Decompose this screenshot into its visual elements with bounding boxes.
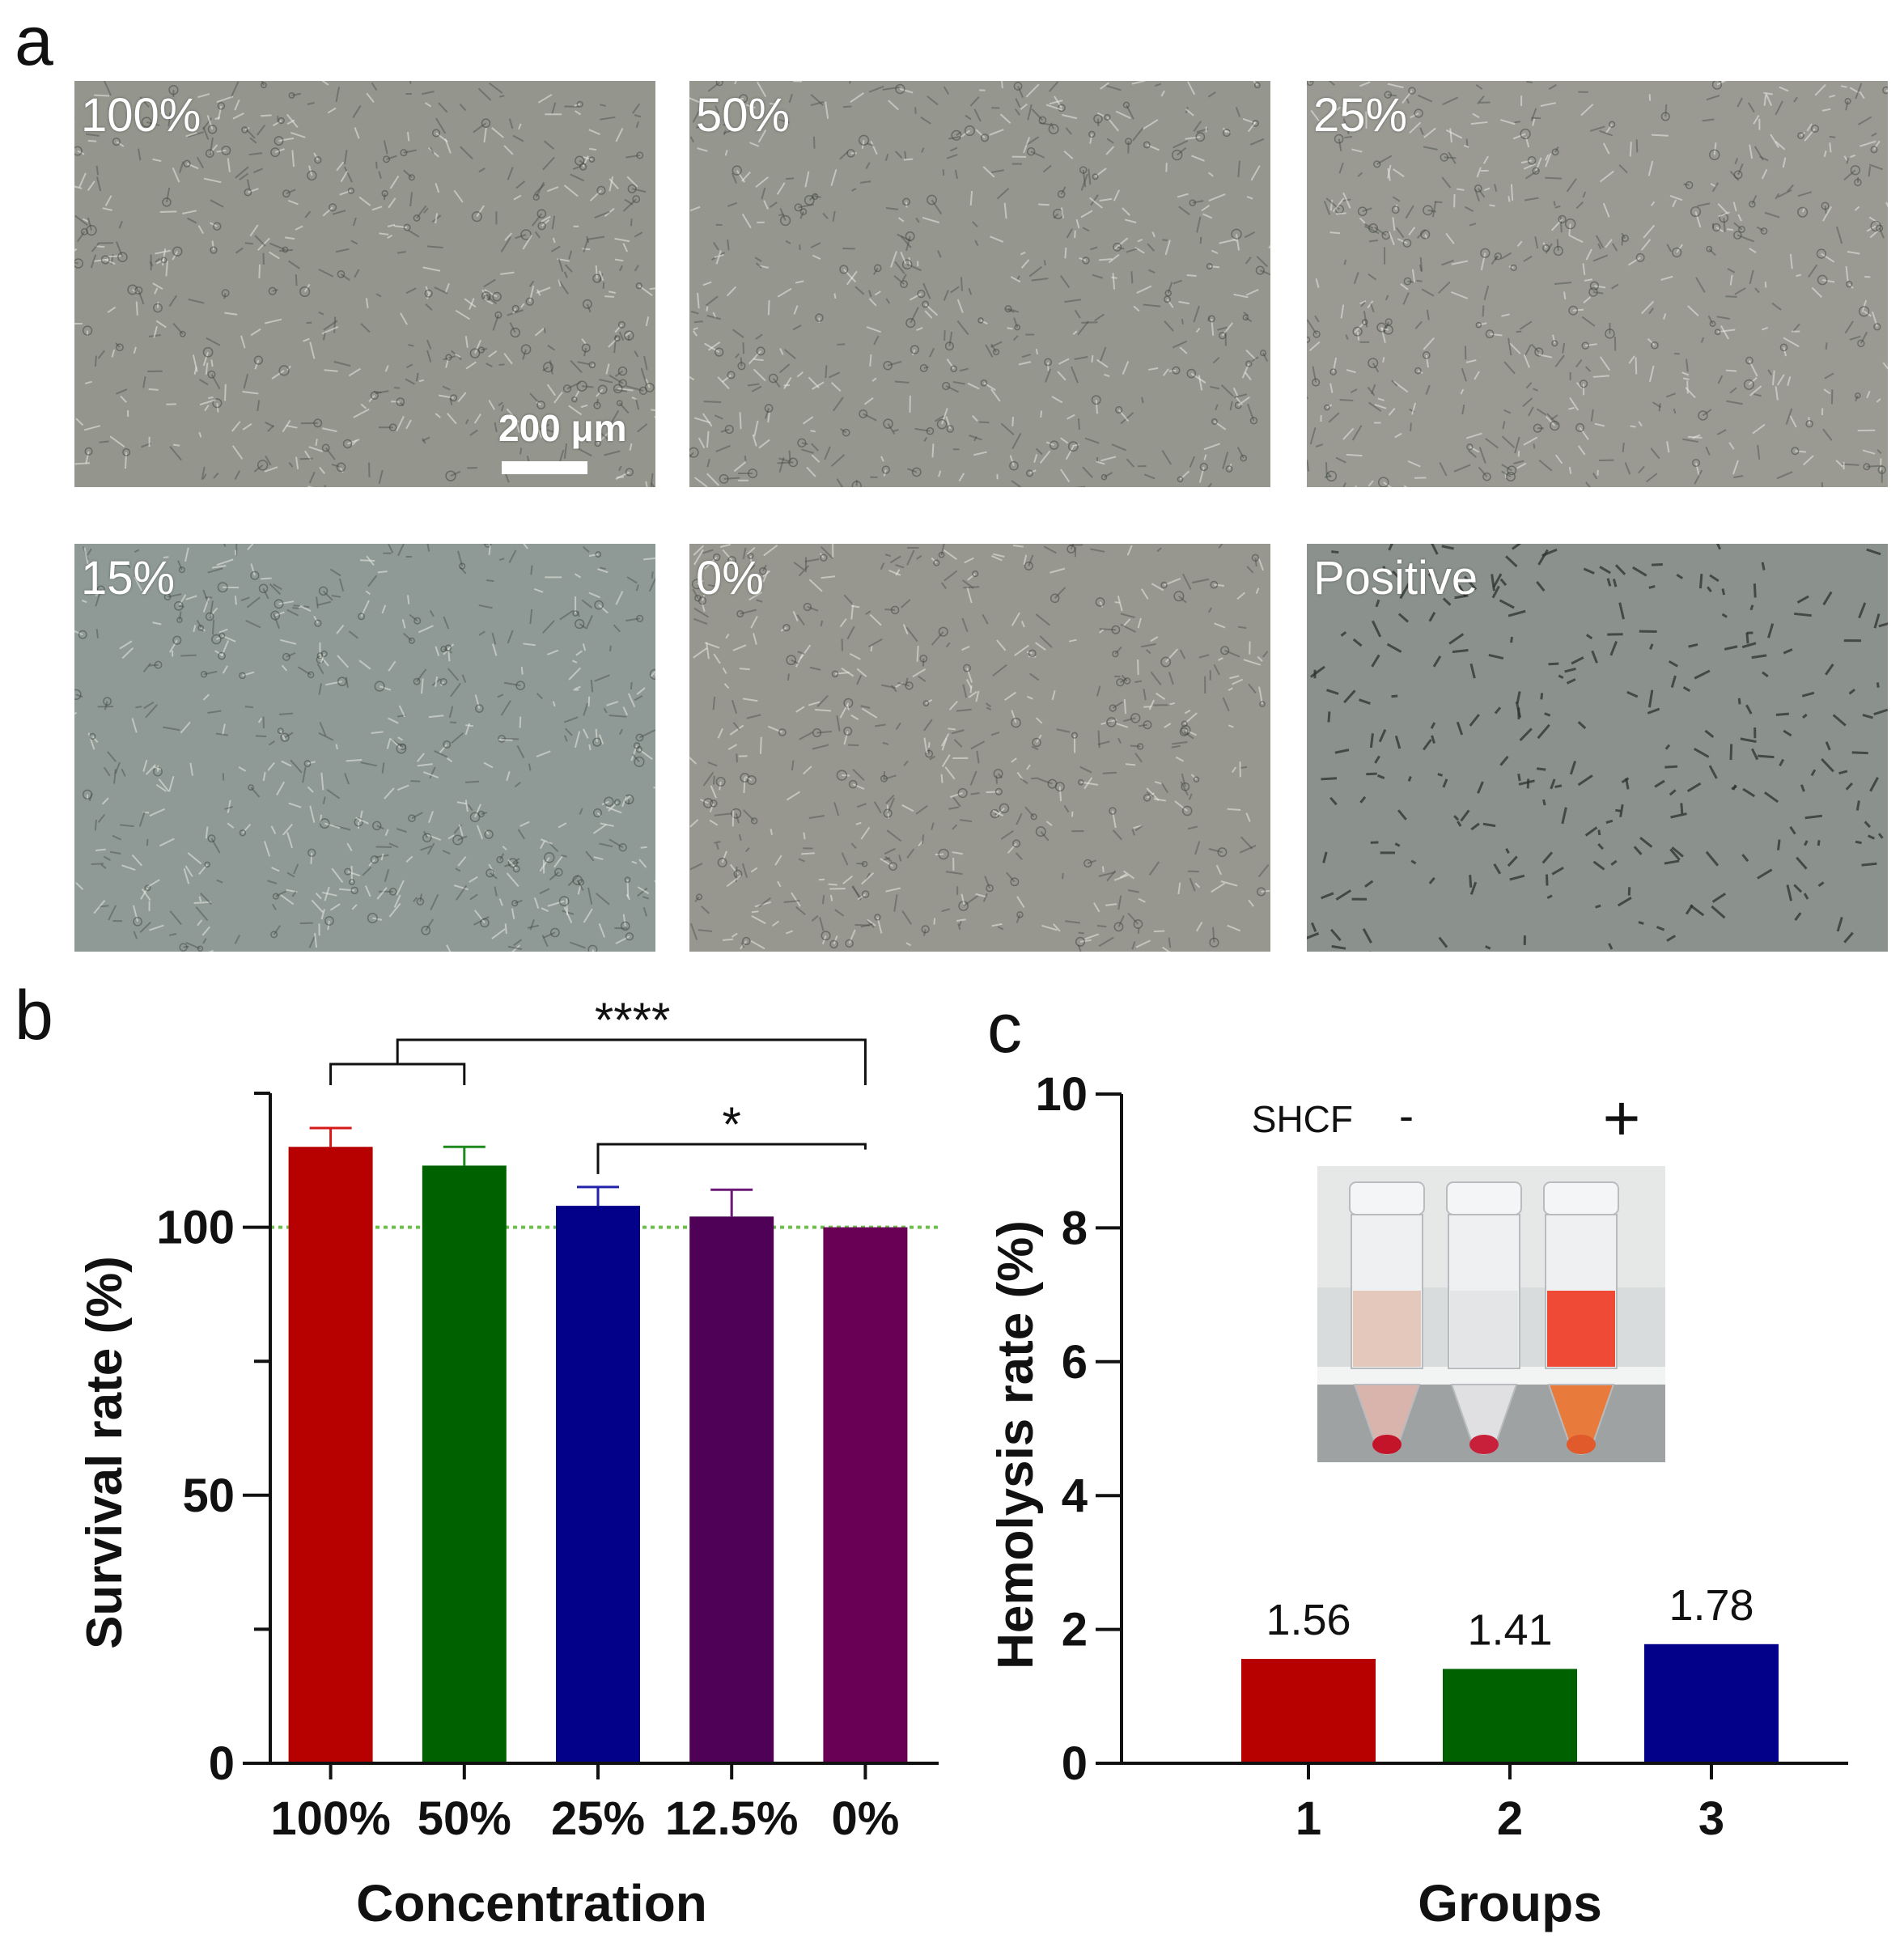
y-axis-label: Survival rate (%) — [77, 1256, 133, 1649]
micrograph-label: 0% — [696, 552, 764, 604]
significance-label: **** — [595, 993, 670, 1047]
tube-pellet — [1469, 1435, 1499, 1454]
y-tick-label: 2 — [1062, 1604, 1088, 1656]
survival-rate-chart: 100% 50% 25% 12.5% 0% 0 50 100 Survival rate (%)… — [77, 993, 939, 1932]
significance-bracket-outer — [396, 1038, 867, 1085]
bar — [422, 1165, 507, 1763]
tube-pellet — [1567, 1435, 1596, 1454]
micrograph-label: 25% — [1313, 89, 1408, 142]
tube-cap — [1446, 1181, 1522, 1215]
micrograph-label: 100% — [81, 89, 201, 142]
bar — [689, 1216, 774, 1763]
y-tick-label: 50 — [182, 1470, 235, 1522]
micrograph-50: 50% — [689, 81, 1270, 487]
micrograph-label: 50% — [696, 89, 791, 142]
x-tick-label: 25% — [551, 1792, 645, 1845]
significance-bracket-inner — [329, 1062, 466, 1085]
y-tick-label: 0 — [209, 1737, 235, 1790]
tube-cap — [1349, 1181, 1425, 1215]
micrograph-15: 15% — [74, 544, 655, 952]
significance-label: * — [723, 1097, 741, 1152]
x-axis-label: Concentration — [356, 1874, 707, 1932]
bar — [288, 1147, 373, 1763]
micrograph-100: 100% 200 μm — [74, 81, 655, 487]
micrograph-25: 25% — [1307, 81, 1888, 487]
micrograph-label: Positive — [1313, 552, 1478, 604]
x-tick-label: 50% — [418, 1792, 511, 1845]
bar — [1644, 1644, 1779, 1763]
tube-cap — [1543, 1181, 1619, 1215]
x-tick-label: 0% — [831, 1792, 899, 1845]
cell-texture-svg — [74, 544, 655, 952]
cell-texture-svg — [1307, 81, 1888, 487]
cell-texture-svg — [689, 544, 1270, 952]
cell-texture-svg — [74, 81, 655, 487]
tube-pellet — [1372, 1435, 1401, 1454]
significance-bracket-small — [596, 1143, 867, 1174]
data-label: 1.56 — [1266, 1596, 1351, 1644]
x-tick-label: 100% — [270, 1792, 390, 1845]
scale-bar — [502, 461, 587, 474]
inset-label: SHCF — [1252, 1098, 1353, 1140]
bar — [1443, 1669, 1577, 1763]
y-tick-label: 6 — [1062, 1336, 1088, 1389]
scale-bar-label: 200 μm — [498, 407, 627, 449]
bar — [823, 1227, 908, 1763]
panel-label-c: c — [987, 990, 1022, 1067]
y-tick-label: 100 — [156, 1202, 235, 1254]
x-tick-label: 1 — [1295, 1792, 1321, 1845]
inset-minus: - — [1399, 1092, 1414, 1140]
tube-liquid — [1450, 1291, 1518, 1367]
hemolysis-rate-chart: 1.56 1 1.41 2 1.78 3 0 2 4 6 8 10 Hemolysis rate (%)… — [988, 1068, 1848, 1932]
y-tick-label: 8 — [1062, 1202, 1088, 1254]
x-tick-label: 3 — [1698, 1792, 1724, 1845]
tube-liquid — [1353, 1291, 1421, 1367]
cell-texture — [689, 544, 1270, 952]
photo-rack-edge — [1317, 1367, 1665, 1385]
micrograph-positive: Positive — [1307, 544, 1888, 952]
y-axis-label: Hemolysis rate (%) — [988, 1220, 1044, 1669]
micrograph-label: 15% — [81, 552, 176, 604]
inset-photo — [1317, 1166, 1665, 1462]
inset-plus: + — [1603, 1082, 1641, 1154]
y-tick-label: 10 — [1035, 1068, 1088, 1121]
y-tick-label: 4 — [1062, 1470, 1088, 1522]
x-tick-label: 12.5% — [665, 1792, 798, 1845]
micrograph-0: 0% — [689, 544, 1270, 952]
x-tick-label: 2 — [1497, 1792, 1523, 1845]
data-label: 1.78 — [1669, 1581, 1753, 1630]
cell-texture-svg — [1307, 544, 1888, 952]
tube-liquid — [1547, 1291, 1615, 1367]
y-tick-label: 0 — [1062, 1737, 1088, 1790]
data-label: 1.41 — [1467, 1605, 1552, 1654]
bar — [556, 1206, 640, 1763]
bar — [1241, 1658, 1376, 1763]
x-axis-label: Groups — [1418, 1874, 1602, 1932]
panel-label-a: a — [15, 2, 53, 80]
panel-label-b: b — [15, 977, 53, 1054]
cell-texture-svg — [689, 81, 1270, 487]
